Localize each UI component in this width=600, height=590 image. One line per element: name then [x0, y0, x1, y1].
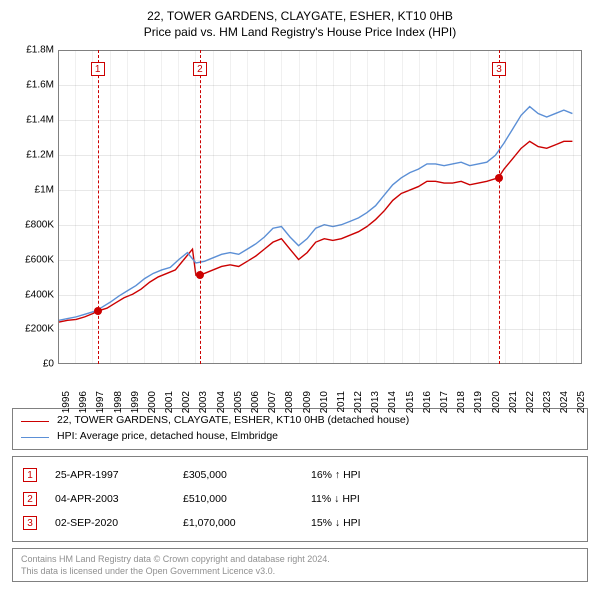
event-point	[495, 174, 503, 182]
plot-region	[58, 50, 582, 364]
event-row: 1 25-APR-1997 £305,000 16% ↑ HPI	[23, 463, 577, 487]
legend-swatch-property	[21, 421, 49, 422]
x-tick-label: 2009	[302, 391, 313, 413]
x-tick-label: 2000	[147, 391, 158, 413]
x-tick-label: 2022	[525, 391, 536, 413]
legend-swatch-hpi	[21, 437, 49, 438]
x-tick-label: 2014	[387, 391, 398, 413]
event-date: 04-APR-2003	[55, 493, 165, 505]
event-delta: 16% ↑ HPI	[311, 469, 361, 481]
event-vline	[98, 50, 99, 364]
event-date: 02-SEP-2020	[55, 517, 165, 529]
event-vline	[499, 50, 500, 364]
attribution-line-2: This data is licensed under the Open Gov…	[21, 565, 579, 577]
x-tick-label: 2004	[216, 391, 227, 413]
x-tick-label: 2008	[284, 391, 295, 413]
event-delta: 15% ↓ HPI	[311, 517, 361, 529]
legend: 22, TOWER GARDENS, CLAYGATE, ESHER, KT10…	[12, 408, 588, 450]
title-line-1: 22, TOWER GARDENS, CLAYGATE, ESHER, KT10…	[12, 8, 588, 24]
event-number-box: 3	[23, 516, 37, 530]
x-tick-label: 2025	[576, 391, 587, 413]
x-tick-label: 1998	[113, 391, 124, 413]
event-row: 2 04-APR-2003 £510,000 11% ↓ HPI	[23, 487, 577, 511]
x-tick-label: 2017	[439, 391, 450, 413]
x-tick-label: 1997	[95, 391, 106, 413]
x-tick-label: 2002	[181, 391, 192, 413]
y-tick-label: £1M	[12, 184, 54, 195]
x-tick-label: 2015	[405, 391, 416, 413]
y-tick-label: £400K	[12, 289, 54, 300]
chart-container: 22, TOWER GARDENS, CLAYGATE, ESHER, KT10…	[0, 0, 600, 590]
x-tick-label: 2019	[473, 391, 484, 413]
y-tick-label: £1.6M	[12, 80, 54, 91]
attribution-line-1: Contains HM Land Registry data © Crown c…	[21, 553, 579, 565]
x-tick-label: 1995	[61, 391, 72, 413]
event-marker-box: 1	[91, 62, 105, 76]
y-tick-label: £0	[12, 359, 54, 370]
y-tick-label: £600K	[12, 254, 54, 265]
x-tick-label: 2024	[559, 391, 570, 413]
chart-area: £0 £200K £400K £600K £800K £1M £1.2M £1.4M £1.6M…	[12, 44, 588, 406]
legend-label-property: 22, TOWER GARDENS, CLAYGATE, ESHER, KT10…	[57, 413, 409, 429]
x-tick-label: 1996	[78, 391, 89, 413]
event-price: £1,070,000	[183, 517, 293, 529]
legend-label-hpi: HPI: Average price, detached house, Elmb…	[57, 429, 278, 445]
title-block: 22, TOWER GARDENS, CLAYGATE, ESHER, KT10…	[12, 8, 588, 40]
line-series-svg	[59, 51, 581, 364]
y-tick-label: £1.8M	[12, 45, 54, 56]
x-tick-label: 1999	[130, 391, 141, 413]
x-tick-label: 2021	[508, 391, 519, 413]
legend-row-hpi: HPI: Average price, detached house, Elmb…	[21, 429, 579, 445]
x-tick-label: 2018	[456, 391, 467, 413]
y-tick-label: £800K	[12, 219, 54, 230]
x-tick-label: 2012	[353, 391, 364, 413]
event-price: £510,000	[183, 493, 293, 505]
event-point	[196, 271, 204, 279]
x-tick-label: 2013	[370, 391, 381, 413]
event-point	[94, 307, 102, 315]
x-tick-label: 2023	[542, 391, 553, 413]
attribution: Contains HM Land Registry data © Crown c…	[12, 548, 588, 582]
event-marker-box: 2	[193, 62, 207, 76]
events-table: 1 25-APR-1997 £305,000 16% ↑ HPI 2 04-APR-200…	[12, 456, 588, 542]
x-tick-label: 2007	[267, 391, 278, 413]
x-tick-label: 2003	[198, 391, 209, 413]
x-tick-label: 2016	[422, 391, 433, 413]
event-number-box: 1	[23, 468, 37, 482]
legend-row-property: 22, TOWER GARDENS, CLAYGATE, ESHER, KT10…	[21, 413, 579, 429]
x-tick-label: 2001	[164, 391, 175, 413]
event-date: 25-APR-1997	[55, 469, 165, 481]
y-tick-label: £1.2M	[12, 150, 54, 161]
x-tick-label: 2010	[319, 391, 330, 413]
event-delta: 11% ↓ HPI	[311, 493, 360, 505]
x-tick-label: 2011	[336, 391, 347, 413]
x-tick-label: 2005	[233, 391, 244, 413]
y-tick-label: £200K	[12, 324, 54, 335]
event-vline	[200, 50, 201, 364]
x-tick-label: 2006	[250, 391, 261, 413]
event-number-box: 2	[23, 492, 37, 506]
title-line-2: Price paid vs. HM Land Registry's House …	[12, 24, 588, 40]
event-row: 3 02-SEP-2020 £1,070,000 15% ↓ HPI	[23, 511, 577, 535]
event-price: £305,000	[183, 469, 293, 481]
x-tick-label: 2020	[491, 391, 502, 413]
y-tick-label: £1.4M	[12, 115, 54, 126]
event-marker-box: 3	[492, 62, 506, 76]
